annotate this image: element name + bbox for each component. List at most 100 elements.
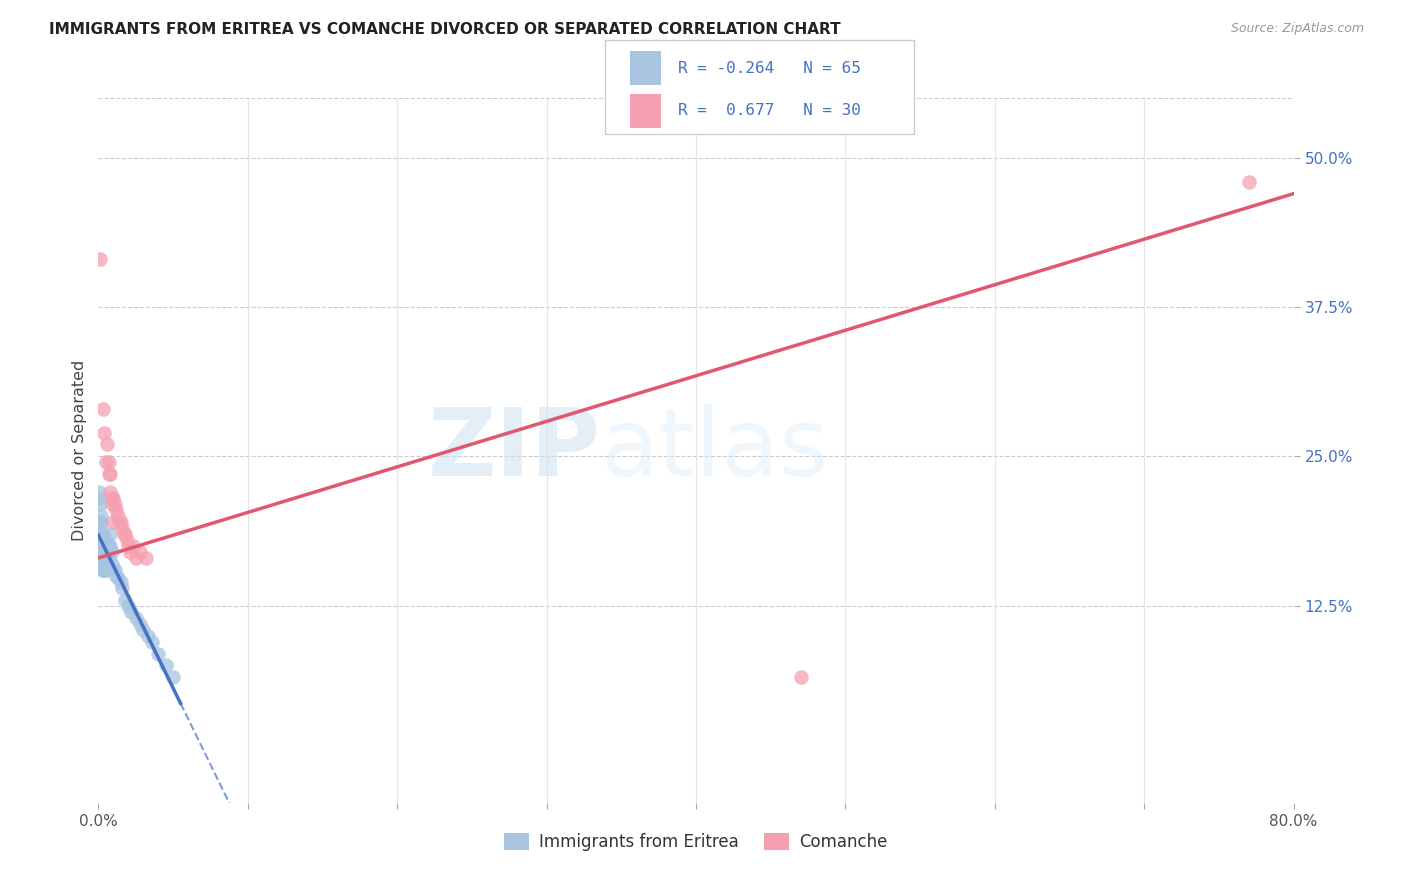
Point (94, 563, 117, 577)
Point (93, 563, 115, 577)
Point (112, 527, 135, 541)
Point (98, 467, 122, 482)
Point (91, 533, 114, 547)
Point (96, 551, 118, 566)
Point (105, 569, 128, 583)
Point (117, 539, 139, 553)
Point (98, 539, 122, 553)
Point (90, 527, 112, 541)
Point (111, 521, 134, 535)
Point (94, 551, 117, 566)
Point (89, 533, 111, 547)
Point (94, 533, 117, 547)
Point (89, 497, 111, 511)
Point (90, 545, 112, 559)
Point (114, 592, 136, 607)
Point (89, 539, 111, 553)
Point (103, 491, 125, 506)
Point (93, 545, 115, 559)
Point (90, 515, 112, 529)
Point (93, 557, 115, 571)
Point (148, 647, 170, 661)
Point (1237, 175, 1260, 189)
Point (98, 485, 122, 500)
Point (91, 551, 114, 566)
Point (94, 545, 117, 559)
Point (125, 610, 148, 624)
Point (107, 509, 129, 524)
Point (117, 599, 139, 613)
Point (162, 670, 184, 684)
Point (89, 527, 111, 541)
Point (91, 563, 114, 577)
Point (89, 485, 111, 500)
Point (91, 557, 114, 571)
Y-axis label: Divorced or Separated: Divorced or Separated (72, 359, 87, 541)
Point (89, 491, 111, 506)
Point (94, 455, 117, 469)
Point (97, 467, 120, 482)
Point (90, 533, 112, 547)
Point (101, 545, 124, 559)
Point (94, 557, 117, 571)
Point (91, 539, 114, 553)
Point (90, 551, 112, 566)
Point (93, 539, 115, 553)
Point (101, 557, 124, 571)
Point (97, 539, 120, 553)
Point (108, 515, 131, 529)
Point (91, 551, 114, 566)
Point (91, 539, 114, 553)
Point (93, 545, 115, 559)
Point (96, 539, 118, 553)
Point (91, 545, 114, 559)
Point (93, 551, 115, 566)
Legend: Immigrants from Eritrea, Comanche: Immigrants from Eritrea, Comanche (498, 826, 894, 858)
Point (129, 545, 152, 559)
Point (120, 605, 142, 619)
Text: Source: ZipAtlas.com: Source: ZipAtlas.com (1230, 22, 1364, 36)
Point (89, 252, 111, 267)
Point (89, 515, 111, 529)
Point (96, 545, 118, 559)
Point (103, 515, 125, 529)
Point (98, 527, 122, 541)
Point (103, 563, 125, 577)
Point (114, 527, 136, 541)
Point (104, 563, 127, 577)
Text: IMMIGRANTS FROM ERITREA VS COMANCHE DIVORCED OR SEPARATED CORRELATION CHART: IMMIGRANTS FROM ERITREA VS COMANCHE DIVO… (49, 22, 841, 37)
Point (101, 497, 124, 511)
Text: atlas: atlas (600, 404, 828, 497)
Point (104, 497, 127, 511)
Text: R =  0.677   N = 30: R = 0.677 N = 30 (678, 103, 860, 119)
Point (118, 545, 141, 559)
Text: ZIP: ZIP (427, 404, 600, 497)
Point (132, 623, 155, 637)
Point (125, 551, 148, 566)
Point (96, 437, 118, 451)
Point (91, 401, 114, 416)
Point (90, 527, 112, 541)
Point (91, 527, 114, 541)
Point (110, 574, 132, 589)
Point (97, 551, 120, 566)
Point (789, 670, 811, 684)
Point (110, 515, 132, 529)
Point (101, 491, 124, 506)
Point (111, 581, 134, 595)
Text: R = -0.264   N = 65: R = -0.264 N = 65 (678, 61, 860, 76)
Point (155, 658, 177, 673)
Point (90, 539, 112, 553)
Point (135, 551, 157, 566)
Point (115, 533, 138, 547)
Point (97, 455, 120, 469)
Point (91, 563, 114, 577)
Point (141, 634, 163, 648)
Point (90, 557, 112, 571)
Point (129, 616, 152, 631)
Point (89, 515, 111, 529)
Point (89, 521, 111, 535)
Point (90, 509, 112, 524)
Point (107, 571, 129, 585)
Point (136, 629, 159, 643)
